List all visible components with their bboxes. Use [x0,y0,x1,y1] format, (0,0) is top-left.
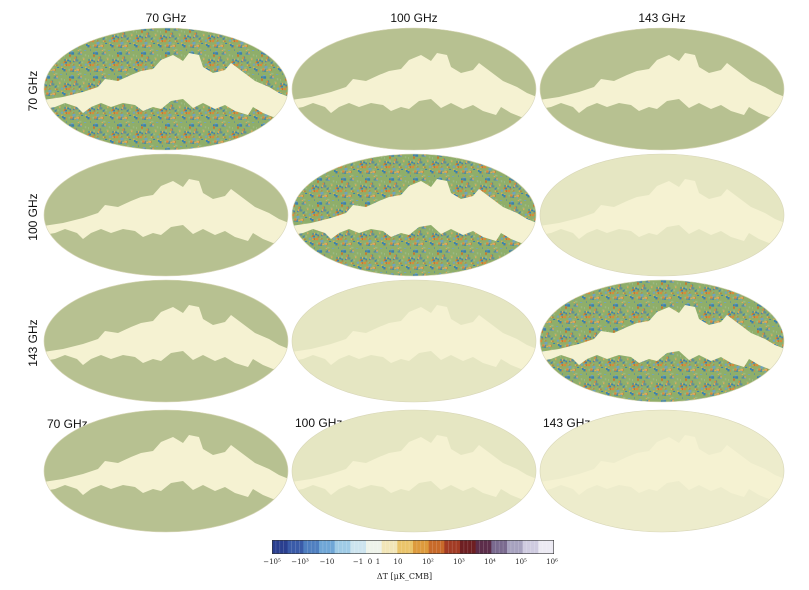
sky-region-north [292,28,536,100]
sky-map-r2-c2 [539,279,785,403]
colorbar-segment [413,540,429,554]
column-title-143ghz: 143 GHz [638,11,686,25]
colorbar-segment [319,540,335,554]
colorbar-segment [428,540,445,554]
colorbar-tick-label: 0 [367,558,373,566]
colorbar-tick-label: 10³ [453,558,465,566]
sky-map-r0-c0 [43,27,289,151]
sky-region-south [540,225,784,276]
sky-region-north [540,410,784,482]
sky-region-south [540,481,784,532]
column-title-100ghz: 100 GHz [390,11,438,25]
sky-region-north [540,28,784,100]
sky-region-south [292,225,536,276]
colorbar-tick-label: −10 [319,558,335,566]
colorbar-segment [366,540,382,554]
sky-region-south [292,351,536,402]
colorbar-segment [397,540,414,554]
colorbar-segment [444,540,461,554]
sky-region-south [292,481,536,532]
colorbar-segment [475,540,492,554]
sky-region-south [292,99,536,150]
sky-region-south [44,225,288,276]
sky-region-north [44,154,288,226]
sky-map-r2-c1 [291,279,537,403]
colorbar-tick-label: 10⁴ [484,558,496,566]
colorbar-segment [381,540,398,554]
colorbar-segment [287,540,304,554]
sky-map-r1-c1 [291,153,537,277]
colorbar-segment [303,540,320,554]
sky-map-r1-c0 [43,153,289,277]
colorbar-tick-label: −10⁵ [263,558,281,566]
colorbar-segment [334,540,351,554]
sky-region-south [44,351,288,402]
colorbar [272,540,554,554]
colorbar-segment [491,540,508,554]
sky-map-r1-c2 [539,153,785,277]
sky-region-north [44,28,288,100]
sky-map-r2-c0 [43,279,289,403]
row-title-143ghz: 143 GHz [26,319,40,367]
sky-region-south [44,481,288,532]
sky-map-r3-c2 [539,409,785,533]
row-title-100ghz: 100 GHz [26,193,40,241]
colorbar-axis-label: ΔT [μK_CMB] [376,572,433,581]
colorbar-tick-label: −10³ [291,558,309,566]
colorbar-segment [272,540,288,554]
colorbar-segment [507,540,523,554]
sky-region-north [44,280,288,352]
colorbar-segment [350,540,367,554]
sky-region-north [292,280,536,352]
column-title-70ghz: 70 GHz [145,11,187,25]
colorbar-tick-label: −1 [352,558,364,566]
colorbar-segment [460,540,476,554]
sky-map-r0-c1 [291,27,537,151]
colorbar-tick-label: 1 [375,558,381,566]
sky-region-north [540,154,784,226]
colorbar-segment [538,540,554,554]
colorbar-tick-label: 10⁵ [515,558,527,566]
row-title-70ghz: 70 GHz [26,70,40,112]
colorbar-segment [522,540,539,554]
sky-region-south [44,99,288,150]
sky-region-north [44,410,288,482]
sky-region-south [540,99,784,150]
colorbar-tick-label: 10⁶ [546,558,558,566]
sky-region-north [292,154,536,226]
sky-region-north [540,280,784,352]
colorbar-tick-label: 10² [422,558,434,566]
colorbar-tick-label: 10 [393,558,403,566]
sky-map-r3-c0 [43,409,289,533]
bottom-label-70ghz: 70 GHz [47,417,88,431]
sky-map-r0-c2 [539,27,785,151]
sky-map-r3-c1 [291,409,537,533]
sky-region-south [540,351,784,402]
sky-region-north [292,410,536,482]
